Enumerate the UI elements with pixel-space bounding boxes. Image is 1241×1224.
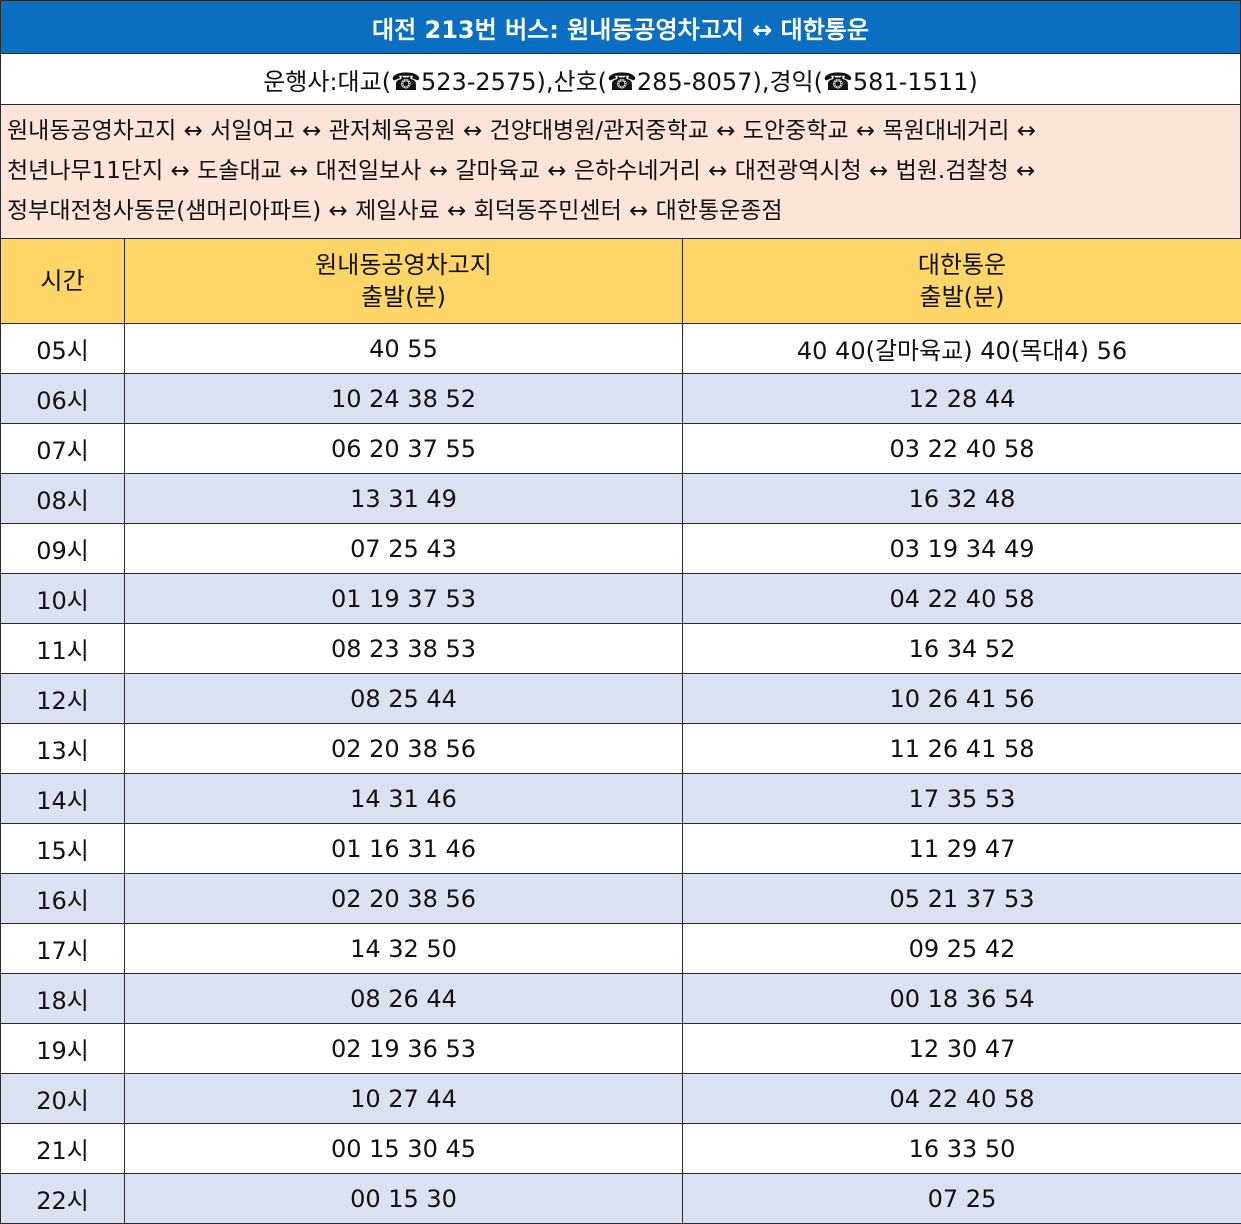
daehan-departures-cell: 07 25 bbox=[683, 1174, 1241, 1224]
wonnae-departures-cell: 01 19 37 53 bbox=[125, 574, 683, 624]
hour-cell: 11시 bbox=[1, 624, 125, 674]
hour-cell: 13시 bbox=[1, 724, 125, 774]
daehan-departures-cell: 00 18 36 54 bbox=[683, 974, 1241, 1024]
wonnae-departures-cell: 08 26 44 bbox=[125, 974, 683, 1024]
wonnae-departures-cell: 14 31 46 bbox=[125, 774, 683, 824]
daehan-departures-cell: 04 22 40 58 bbox=[683, 574, 1241, 624]
hour-cell: 12시 bbox=[1, 674, 125, 724]
hour-cell: 19시 bbox=[1, 1024, 125, 1074]
table-header-row: 시간 원내동공영차고지 출발(분) 대한통운 출발(분) bbox=[1, 239, 1241, 324]
header-from-daehan: 대한통운 출발(분) bbox=[683, 239, 1241, 324]
page-title: 대전 213번 버스: 원내동공영차고지 ↔ 대한통운 bbox=[0, 0, 1241, 53]
wonnae-departures-cell: 02 19 36 53 bbox=[125, 1024, 683, 1074]
wonnae-departures-cell: 10 27 44 bbox=[125, 1074, 683, 1124]
hour-cell: 14시 bbox=[1, 774, 125, 824]
header-from-daehan-unit: 출발(분) bbox=[683, 281, 1241, 313]
hour-cell: 15시 bbox=[1, 824, 125, 874]
header-time: 시간 bbox=[1, 239, 125, 324]
hour-cell: 17시 bbox=[1, 924, 125, 974]
hour-cell: 18시 bbox=[1, 974, 125, 1024]
route-line: 정부대전청사동문(샘머리아파트) ↔ 제일사료 ↔ 회덕동주민센터 ↔ 대한통운… bbox=[7, 191, 1232, 231]
daehan-departures-cell: 10 26 41 56 bbox=[683, 674, 1241, 724]
daehan-departures-cell: 09 25 42 bbox=[683, 924, 1241, 974]
hour-cell: 05시 bbox=[1, 324, 125, 374]
daehan-departures-cell: 03 22 40 58 bbox=[683, 424, 1241, 474]
hour-cell: 10시 bbox=[1, 574, 125, 624]
header-from-wonnae-stop: 원내동공영차고지 bbox=[125, 249, 682, 281]
daehan-departures-cell: 12 28 44 bbox=[683, 374, 1241, 424]
route-line: 천년나무11단지 ↔ 도솔대교 ↔ 대전일보사 ↔ 갈마육교 ↔ 은하수네거리 … bbox=[7, 151, 1232, 191]
hour-cell: 07시 bbox=[1, 424, 125, 474]
wonnae-departures-cell: 00 15 30 45 bbox=[125, 1124, 683, 1174]
header-from-wonnae: 원내동공영차고지 출발(분) bbox=[125, 239, 683, 324]
wonnae-departures-cell: 01 16 31 46 bbox=[125, 824, 683, 874]
wonnae-departures-cell: 10 24 38 52 bbox=[125, 374, 683, 424]
route-line: 원내동공영차고지 ↔ 서일여고 ↔ 관저체육공원 ↔ 건양대병원/관저중학교 ↔… bbox=[7, 111, 1232, 151]
wonnae-departures-cell: 00 15 30 bbox=[125, 1174, 683, 1224]
daehan-departures-cell: 03 19 34 49 bbox=[683, 524, 1241, 574]
hour-cell: 22시 bbox=[1, 1174, 125, 1224]
header-from-daehan-stop: 대한통운 bbox=[683, 249, 1241, 281]
daehan-departures-cell: 12 30 47 bbox=[683, 1024, 1241, 1074]
hour-cell: 06시 bbox=[1, 374, 125, 424]
operators-info: 운행사:대교(☎523-2575),산호(☎285-8057),경익(☎581-… bbox=[0, 53, 1241, 104]
daehan-departures-cell: 04 22 40 58 bbox=[683, 1074, 1241, 1124]
wonnae-departures-cell: 02 20 38 56 bbox=[125, 724, 683, 774]
wonnae-departures-cell: 13 31 49 bbox=[125, 474, 683, 524]
daehan-departures-cell: 17 35 53 bbox=[683, 774, 1241, 824]
hour-cell: 16시 bbox=[1, 874, 125, 924]
wonnae-departures-cell: 08 23 38 53 bbox=[125, 624, 683, 674]
hour-cell: 21시 bbox=[1, 1124, 125, 1174]
hour-cell: 20시 bbox=[1, 1074, 125, 1124]
daehan-departures-cell: 16 34 52 bbox=[683, 624, 1241, 674]
daehan-departures-cell: 11 26 41 58 bbox=[683, 724, 1241, 774]
wonnae-departures-cell: 08 25 44 bbox=[125, 674, 683, 724]
route-stops: 원내동공영차고지 ↔ 서일여고 ↔ 관저체육공원 ↔ 건양대병원/관저중학교 ↔… bbox=[0, 104, 1241, 238]
daehan-departures-cell: 11 29 47 bbox=[683, 824, 1241, 874]
wonnae-departures-cell: 02 20 38 56 bbox=[125, 874, 683, 924]
header-from-wonnae-unit: 출발(분) bbox=[125, 281, 682, 313]
hour-cell: 08시 bbox=[1, 474, 125, 524]
daehan-departures-cell: 40 40(갈마육교) 40(목대4) 56 bbox=[683, 324, 1241, 374]
wonnae-departures-cell: 40 55 bbox=[125, 324, 683, 374]
daehan-departures-cell: 16 33 50 bbox=[683, 1124, 1241, 1174]
wonnae-departures-cell: 07 25 43 bbox=[125, 524, 683, 574]
wonnae-departures-cell: 14 32 50 bbox=[125, 924, 683, 974]
daehan-departures-cell: 16 32 48 bbox=[683, 474, 1241, 524]
wonnae-departures-cell: 06 20 37 55 bbox=[125, 424, 683, 474]
daehan-departures-cell: 05 21 37 53 bbox=[683, 874, 1241, 924]
hour-cell: 09시 bbox=[1, 524, 125, 574]
